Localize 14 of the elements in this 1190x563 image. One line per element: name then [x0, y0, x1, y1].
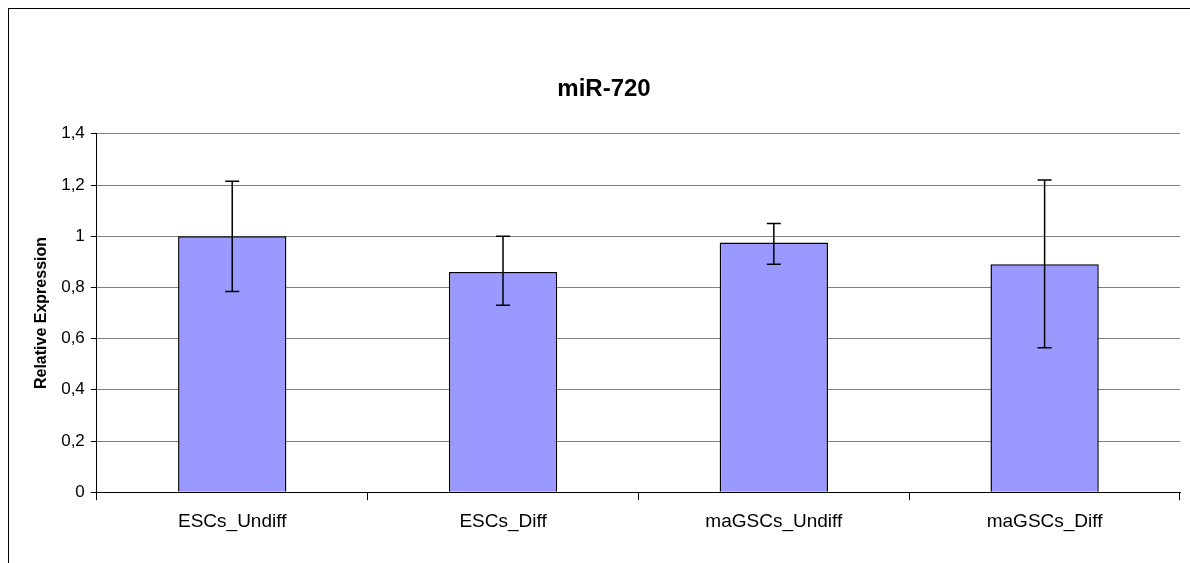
chart-title: miR-720 — [557, 74, 651, 102]
y-tick-label: 1,2 — [61, 174, 85, 194]
y-tick-label: 0,8 — [61, 277, 85, 297]
y-tick-label: 0,6 — [61, 328, 85, 348]
x-tick-label: maGSCs_Undiff — [705, 509, 843, 532]
x-tick-label: ESCs_Diff — [459, 509, 548, 532]
y-tick-label: 1 — [75, 225, 85, 245]
y-tick-label: 0,4 — [61, 379, 85, 399]
y-axis-title: Relative Expression — [32, 236, 50, 390]
y-tick-label: 1,4 — [61, 123, 85, 143]
x-tick-label: maGSCs_Diff — [986, 509, 1104, 532]
y-tick-label: 0,2 — [61, 430, 85, 450]
x-tick-label: ESCs_Undiff — [178, 509, 288, 532]
y-tick-label: 0 — [75, 481, 85, 501]
